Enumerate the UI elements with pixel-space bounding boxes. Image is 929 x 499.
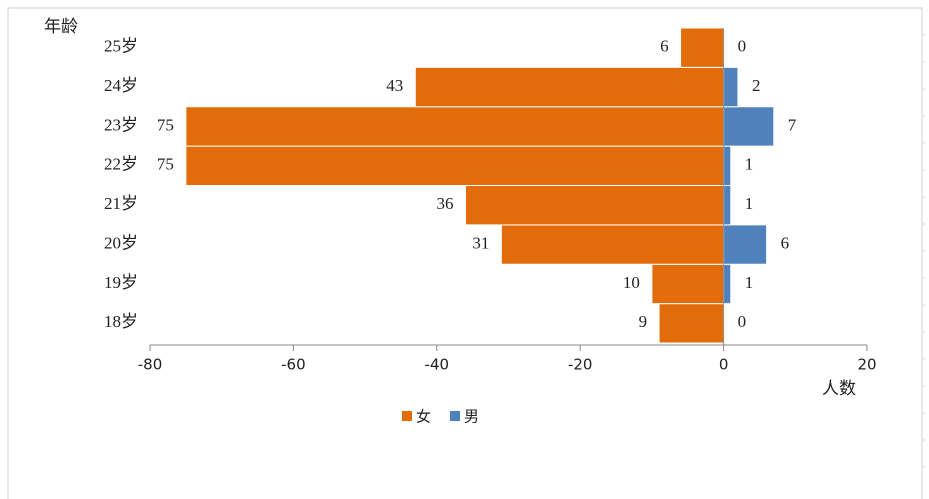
data-label: 9 [639, 312, 648, 331]
data-label: 10 [623, 273, 640, 292]
legend-label: 女 [416, 408, 431, 426]
y-tick-label: 23岁 [104, 115, 138, 134]
y-tick-label: 19岁 [104, 273, 138, 292]
legend-label: 男 [464, 408, 479, 426]
bar [658, 303, 725, 344]
x-tick-label: 0 [719, 356, 729, 374]
data-label: 0 [738, 312, 747, 331]
bar [464, 185, 725, 226]
data-label: 1 [745, 194, 754, 213]
data-label: 75 [157, 115, 174, 134]
bar [723, 263, 732, 305]
y-axis-title: 年龄 [44, 17, 78, 36]
y-tick-label: 20岁 [104, 233, 138, 252]
bar [500, 224, 725, 265]
data-label: 0 [738, 37, 747, 56]
bar [680, 27, 725, 68]
bar [723, 185, 732, 226]
data-label: 36 [436, 194, 453, 213]
x-tick-label: 20 [857, 356, 876, 374]
data-label: 6 [660, 37, 669, 56]
data-label: 31 [472, 233, 489, 252]
data-label: 43 [386, 76, 403, 95]
bar [723, 66, 739, 108]
x-tick-label: -80 [138, 356, 163, 374]
legend-swatch [402, 411, 412, 421]
data-label: 7 [788, 115, 797, 134]
data-label: 2 [752, 76, 761, 95]
data-label: 6 [781, 233, 790, 252]
bar [651, 263, 725, 305]
y-tick-label: 21岁 [104, 194, 138, 213]
data-label: 1 [745, 273, 754, 292]
x-tick-label: -60 [281, 356, 306, 374]
y-tick-label: 22岁 [104, 155, 138, 174]
bar [185, 145, 725, 186]
x-tick-label: -20 [568, 356, 593, 374]
x-tick-label: -40 [425, 356, 450, 374]
legend-swatch [450, 411, 460, 421]
bar [723, 145, 732, 186]
y-tick-label: 24岁 [104, 76, 138, 95]
data-label: 75 [157, 155, 174, 174]
x-axis-title: 人数 [822, 379, 856, 398]
bar [414, 66, 725, 108]
y-tick-label: 25岁 [104, 37, 138, 56]
bar [723, 224, 768, 265]
y-tick-label: 18岁 [104, 312, 138, 331]
data-label: 1 [745, 155, 754, 174]
bar [185, 106, 725, 147]
bar [723, 106, 775, 147]
